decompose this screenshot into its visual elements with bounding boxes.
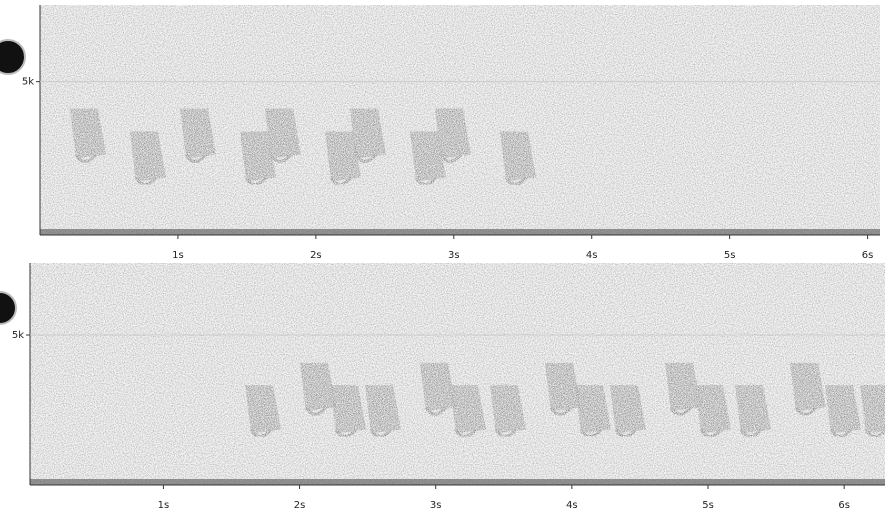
syllable-tail: [304, 406, 328, 416]
spectrogram-panel: 1s 2s 3s 4s 5s 6s 5k: [22, 5, 880, 261]
syllable-tail: [739, 428, 763, 438]
syllable: [695, 385, 731, 434]
syllable: [790, 362, 826, 412]
syllable-tail: [369, 428, 393, 438]
syllable: [860, 385, 885, 434]
syllable-tail: [244, 176, 268, 186]
syllable-tail: [494, 428, 518, 438]
spectrogram-noise: [30, 263, 885, 485]
syllable-tail: [249, 428, 273, 438]
syllable: [610, 385, 646, 434]
x-tick-label: 4s: [586, 250, 598, 261]
floor-noise: [40, 229, 880, 235]
syllable: [665, 362, 701, 412]
syllable: [325, 131, 361, 182]
syllable: [330, 385, 366, 434]
x-tick-label: 2s: [294, 500, 306, 511]
syllables: [245, 362, 885, 438]
syllable-tail: [669, 406, 693, 416]
x-tick-label: 1s: [172, 250, 184, 261]
x-tick-label: 3s: [430, 500, 442, 511]
syllable: [420, 362, 456, 412]
syllable: [575, 385, 611, 434]
syllable-tail: [454, 428, 478, 438]
syllable: [410, 131, 446, 182]
syllable-tail: [439, 153, 463, 163]
syllable: [300, 362, 336, 412]
syllable-tail: [424, 406, 448, 416]
syllable-tail: [74, 153, 98, 163]
syllable-tail: [354, 153, 378, 163]
syllable-tail: [699, 428, 723, 438]
syllable: [130, 131, 166, 182]
syllable: [450, 385, 486, 434]
syllable: [490, 385, 526, 434]
x-tick-label: 6s: [838, 500, 850, 511]
floor-noise: [30, 479, 885, 485]
syllable-tail: [864, 428, 885, 438]
syllable-tail: [614, 428, 638, 438]
x-tick-label: 5s: [724, 250, 736, 261]
syllable-tail: [414, 176, 438, 186]
syllable-tail: [134, 176, 158, 186]
syllable-tail: [184, 153, 208, 163]
syllable: [265, 108, 301, 159]
syllable: [825, 385, 861, 434]
syllable-tail: [329, 176, 353, 186]
x-tick-label: 3s: [448, 250, 460, 261]
syllable: [350, 108, 386, 159]
syllable-tail: [269, 153, 293, 163]
syllable: [245, 385, 281, 434]
syllable: [365, 385, 401, 434]
syllable-tail: [504, 176, 528, 186]
y-tick-label: 5k: [22, 77, 34, 88]
y-tick-label: 5k: [12, 330, 24, 341]
syllable-tail: [549, 406, 573, 416]
syllable: [435, 108, 471, 159]
syllable-tail: [829, 428, 853, 438]
syllable-tail: [579, 428, 603, 438]
x-tick-label: 2s: [310, 250, 322, 261]
x-tick-label: 1s: [158, 500, 170, 511]
syllable: [180, 108, 216, 159]
syllable-tail: [334, 428, 358, 438]
nav-button[interactable]: [0, 291, 17, 325]
syllable: [735, 385, 771, 434]
x-tick-label: 6s: [862, 250, 874, 261]
nav-button[interactable]: [0, 39, 26, 75]
syllable: [500, 131, 536, 182]
spectrogram-panel: 1s 2s 3s 4s 5s 6s 5k: [12, 263, 885, 511]
x-tick-label: 5s: [702, 500, 714, 511]
syllable: [545, 362, 581, 412]
x-tick-label: 4s: [566, 500, 578, 511]
syllable: [240, 131, 276, 182]
syllables: [70, 108, 536, 186]
syllable-tail: [794, 406, 818, 416]
syllable: [70, 108, 106, 159]
